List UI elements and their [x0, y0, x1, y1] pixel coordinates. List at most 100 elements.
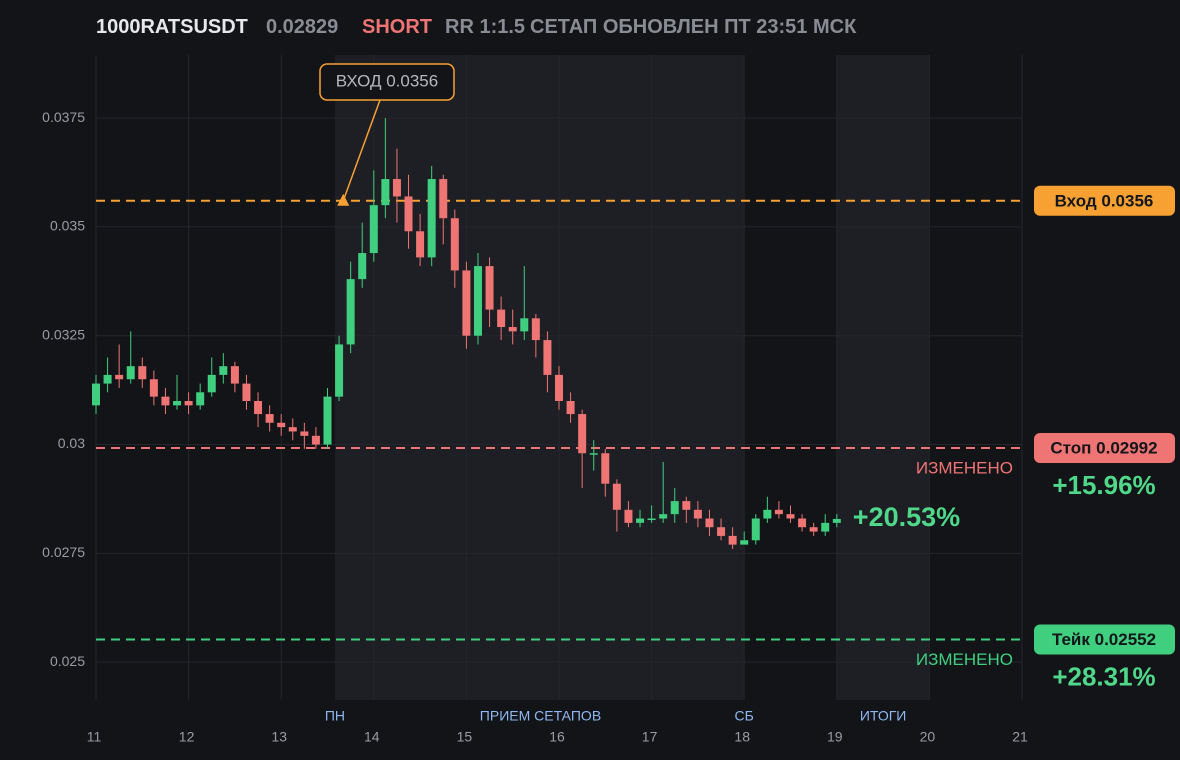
candle-body	[288, 427, 297, 432]
candle-body	[508, 327, 517, 332]
y-tick-label: 0.0325	[42, 326, 85, 342]
x-tick-label: 14	[364, 729, 380, 745]
candle-body	[682, 501, 691, 510]
session-label: ИТОГИ	[860, 708, 907, 724]
candle-body	[311, 435, 320, 445]
level-change: +28.31%	[1052, 661, 1155, 691]
candle-body	[115, 374, 124, 380]
candle-body	[693, 509, 702, 519]
annotation-marker	[337, 193, 350, 206]
side: SHORT	[362, 16, 432, 38]
candle-body	[450, 218, 459, 271]
x-tick-label: 21	[1012, 729, 1028, 745]
x-tick-label: 13	[271, 729, 287, 745]
candle-body	[416, 231, 425, 258]
candle-body	[184, 401, 193, 406]
annotation-box	[319, 63, 455, 101]
price: 0.02829	[266, 16, 338, 38]
candle-body	[404, 196, 413, 232]
candle-body	[636, 518, 645, 523]
candle-body	[196, 392, 205, 406]
candle-body	[740, 540, 749, 545]
candle-body	[798, 518, 807, 528]
candle-body	[647, 518, 656, 521]
candle-body	[335, 344, 344, 397]
candle-body	[832, 518, 841, 523]
level-badge	[1034, 624, 1175, 655]
symbol: 1000RATSUSDT	[96, 16, 248, 38]
candle-body	[543, 340, 552, 375]
updated: СЕТАП ОБНОВЛЕН ПТ 23:51 МСК	[530, 16, 857, 38]
candle-body	[254, 401, 263, 415]
x-tick-label: 19	[827, 729, 843, 745]
candle-body	[751, 518, 760, 541]
shaded-region	[836, 55, 930, 700]
annotation-text: ВХОД 0.0356	[336, 71, 438, 90]
session-label: ПРИЕМ СЕТАПОВ	[480, 708, 601, 724]
y-tick-label: 0.035	[50, 218, 85, 234]
candle-body	[728, 535, 737, 545]
candle-body	[138, 366, 147, 380]
candle-body	[809, 527, 818, 532]
candle-body	[126, 366, 135, 380]
candle-body	[670, 501, 679, 515]
level-note: ИЗМЕНЕНО	[916, 650, 1013, 669]
candle-body	[369, 205, 378, 254]
candle-body	[786, 514, 795, 519]
x-tick-label: 15	[457, 729, 473, 745]
x-tick-label: 16	[549, 729, 565, 745]
candle-body	[578, 414, 587, 454]
candle-body	[485, 266, 494, 310]
x-tick-label: 20	[920, 729, 936, 745]
candle-body	[439, 179, 448, 219]
y-tick-label: 0.03	[58, 435, 85, 451]
x-tick-label: 17	[642, 729, 658, 745]
candle-body	[323, 396, 332, 445]
level-badge	[1034, 185, 1175, 216]
candle-body	[624, 509, 633, 523]
candle-body	[520, 318, 529, 332]
candle-body	[103, 374, 112, 384]
level-label: Стоп 0.02992	[1050, 438, 1157, 457]
candle-body	[774, 509, 783, 515]
candle-body	[717, 527, 726, 536]
candle-body	[149, 379, 158, 397]
candle-body	[566, 401, 575, 415]
candle-body	[173, 401, 182, 406]
candle-body	[161, 396, 170, 406]
session-label: ПН	[325, 708, 345, 724]
candle-body	[555, 374, 563, 402]
levels: Вход 0.0356 Стоп 0.02992 ИЗМЕНЕНО +15.96% Те…	[96, 185, 1175, 691]
grid: 0.025 0.0275 0.03 0.0325 0.035 0.0375 11 12 13 14…	[42, 55, 1028, 745]
candle-body	[265, 414, 274, 423]
level-label: Тейк 0.02552	[1052, 630, 1156, 649]
candle-body	[346, 279, 355, 345]
candle-body	[531, 318, 540, 341]
candle-body	[763, 509, 772, 519]
candle-body	[612, 483, 621, 510]
x-tick-label: 11	[87, 729, 102, 745]
shaded-region	[334, 55, 745, 700]
candle-body	[300, 431, 309, 436]
candle-body	[705, 518, 714, 528]
x-tick-label: 12	[179, 729, 195, 745]
candle-body	[427, 179, 436, 258]
header: 1000RATSUSDT 0.02829 SHORT RR 1:1.5 СЕТА…	[96, 16, 857, 38]
labels: ВХОД 0.0356 +20.53%	[319, 63, 960, 532]
candle-body	[659, 514, 668, 519]
candle-body	[497, 309, 506, 328]
annotation-arrow	[342, 99, 381, 202]
session-label: СБ	[735, 708, 754, 724]
candle-body	[392, 179, 401, 197]
candle-body	[277, 422, 286, 428]
candle-body	[219, 366, 228, 375]
level-change: +15.96%	[1052, 470, 1155, 500]
candle-body	[821, 522, 830, 532]
candle-body	[473, 266, 482, 336]
candle-body	[462, 270, 471, 336]
y-tick-label: 0.0275	[42, 544, 85, 560]
risk-reward: RR 1:1.5	[445, 16, 525, 38]
level-note: ИЗМЕНЕНО	[916, 458, 1013, 477]
